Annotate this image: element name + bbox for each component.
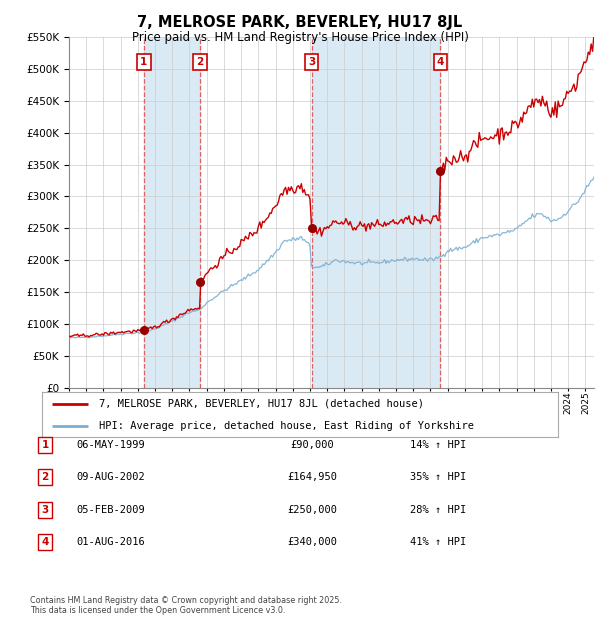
Text: £90,000: £90,000 — [290, 440, 334, 450]
Text: 3: 3 — [308, 56, 315, 67]
Text: 06-MAY-1999: 06-MAY-1999 — [77, 440, 145, 450]
Text: 2: 2 — [196, 56, 203, 67]
Text: Price paid vs. HM Land Registry's House Price Index (HPI): Price paid vs. HM Land Registry's House … — [131, 31, 469, 44]
Text: 28% ↑ HPI: 28% ↑ HPI — [410, 505, 466, 515]
Text: 05-FEB-2009: 05-FEB-2009 — [77, 505, 145, 515]
Text: 2: 2 — [41, 472, 49, 482]
Text: 09-AUG-2002: 09-AUG-2002 — [77, 472, 145, 482]
Bar — [311, 37, 440, 387]
Text: 4: 4 — [437, 56, 444, 67]
Text: 14% ↑ HPI: 14% ↑ HPI — [410, 440, 466, 450]
Text: 01-AUG-2016: 01-AUG-2016 — [77, 537, 145, 547]
Text: 35% ↑ HPI: 35% ↑ HPI — [410, 472, 466, 482]
Text: Contains HM Land Registry data © Crown copyright and database right 2025.
This d: Contains HM Land Registry data © Crown c… — [30, 596, 342, 615]
Text: £340,000: £340,000 — [287, 537, 337, 547]
Bar — [144, 37, 200, 387]
Text: HPI: Average price, detached house, East Riding of Yorkshire: HPI: Average price, detached house, East… — [99, 421, 474, 431]
Text: 1: 1 — [41, 440, 49, 450]
Text: 1: 1 — [140, 56, 148, 67]
Text: £164,950: £164,950 — [287, 472, 337, 482]
Text: 3: 3 — [41, 505, 49, 515]
Text: 7, MELROSE PARK, BEVERLEY, HU17 8JL: 7, MELROSE PARK, BEVERLEY, HU17 8JL — [137, 16, 463, 30]
Text: 7, MELROSE PARK, BEVERLEY, HU17 8JL (detached house): 7, MELROSE PARK, BEVERLEY, HU17 8JL (det… — [99, 399, 424, 409]
Text: 41% ↑ HPI: 41% ↑ HPI — [410, 537, 466, 547]
Text: £250,000: £250,000 — [287, 505, 337, 515]
Text: 4: 4 — [41, 537, 49, 547]
